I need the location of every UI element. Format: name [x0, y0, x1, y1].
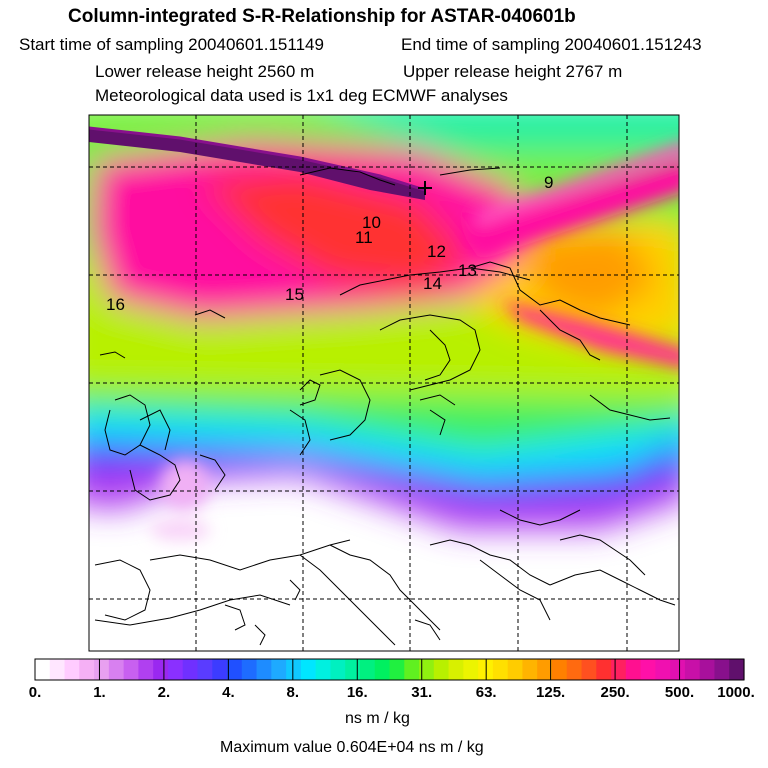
colorbar-segment	[492, 659, 509, 680]
colorbar-segment	[300, 659, 317, 680]
colorbar-segment	[212, 659, 228, 680]
colorbar-segment	[345, 659, 361, 680]
colorbar-segment	[94, 659, 110, 680]
colorbar-segment	[522, 659, 538, 680]
colorbar-segment	[566, 659, 583, 680]
colorbar-segment	[138, 659, 154, 680]
upper-release-label: Upper release height 2767 m	[403, 62, 623, 81]
colorbar-segment	[64, 659, 80, 680]
colorbar-tick-label: 63.	[475, 684, 497, 701]
colorbar-tick-label: 1000.	[717, 684, 755, 701]
colorbar-segment	[611, 659, 627, 680]
colorbar-segment	[448, 659, 464, 680]
colorbar-segment	[167, 659, 184, 680]
coastlines	[94, 167, 676, 646]
max-value-label: Maximum value 0.604E+04 ns m / kg	[220, 739, 484, 756]
met-data-label: Meteorological data used is 1x1 deg ECMW…	[95, 86, 508, 105]
contour-label-12: 12	[427, 242, 446, 261]
colorbar-segment	[227, 659, 243, 680]
colorbar-segment	[729, 659, 745, 680]
lower-release-label: Lower release height 2560 m	[95, 62, 315, 81]
contour-label-9: 9	[544, 173, 553, 192]
colorbar-segment	[389, 659, 405, 680]
colorbar-segment	[49, 659, 66, 680]
colorbar-segment	[699, 659, 716, 680]
colorbar-tick-label: 16.	[346, 684, 368, 701]
colorbar-segment	[684, 659, 701, 680]
start-time-label: Start time of sampling 20040601.151149	[19, 35, 324, 54]
colorbar-segment	[670, 659, 686, 680]
colorbar-segment	[433, 659, 450, 680]
colorbar-segment	[359, 659, 376, 680]
colorbar-segment	[256, 659, 272, 680]
colorbar-segment	[153, 659, 169, 680]
colorbar-tick-label: 4.	[222, 684, 235, 701]
colorbar-segment	[596, 659, 612, 680]
colorbar-segment	[551, 659, 568, 680]
colorbar-segment	[286, 659, 302, 680]
colorbar-segment	[581, 659, 597, 680]
colorbar-segment	[330, 659, 346, 680]
plot-title: Column-integrated S-R-Relationship for A…	[68, 6, 576, 27]
colorbar-tick-label: 8.	[286, 684, 300, 701]
colorbar-segment	[182, 659, 199, 680]
colorbar-tick-label: 31.	[411, 684, 433, 701]
end-time-label: End time of sampling 20040601.151243	[401, 35, 702, 54]
contour-label-10: 10	[362, 213, 381, 232]
colorbar-segment	[714, 659, 730, 680]
colorbar-segment	[123, 659, 139, 680]
sensitivity-field	[89, 115, 679, 651]
contour-label-11: 11	[355, 228, 373, 247]
colorbar-tick-label: 500.	[664, 684, 695, 701]
colorbar-segment	[463, 659, 479, 680]
colorbar-segment	[507, 659, 524, 680]
colorbar-segment	[404, 659, 420, 680]
colorbar-segment	[241, 659, 258, 680]
colorbar-tick-label: 125.	[536, 684, 566, 701]
colorbar-segment	[271, 659, 287, 680]
map-frame	[88, 114, 680, 652]
contour-label-13: 13	[458, 261, 477, 280]
colorbar-segment	[315, 659, 332, 680]
contour-label-16: 16	[106, 295, 125, 314]
colorbar-segment	[374, 659, 391, 680]
colorbar-tick-label: 1.	[93, 684, 106, 701]
colorbar	[35, 659, 745, 680]
colorbar-dividers	[98, 659, 681, 680]
colorbar-segment	[655, 659, 671, 680]
colorbar-frame	[34, 658, 745, 681]
colorbar-segment	[419, 659, 435, 680]
colorbar-tick-label: 0.	[28, 684, 42, 701]
colorbar-segment	[35, 659, 51, 680]
graticule	[89, 115, 679, 651]
colorbar-segment	[625, 659, 642, 680]
colorbar-unit-label: ns m / kg	[345, 710, 410, 727]
contour-label-14: 14	[423, 274, 442, 293]
colorbar-tick-label: 250.	[600, 684, 630, 701]
colorbar-segment	[537, 659, 553, 680]
colorbar-segment	[108, 659, 125, 680]
colorbar-segment	[197, 659, 213, 680]
receptor-marker	[418, 181, 432, 195]
colorbar-segment	[79, 659, 95, 680]
contour-label-15: 15	[285, 285, 304, 304]
colorbar-segment	[640, 659, 656, 680]
colorbar-tick-label: 2.	[157, 684, 171, 701]
